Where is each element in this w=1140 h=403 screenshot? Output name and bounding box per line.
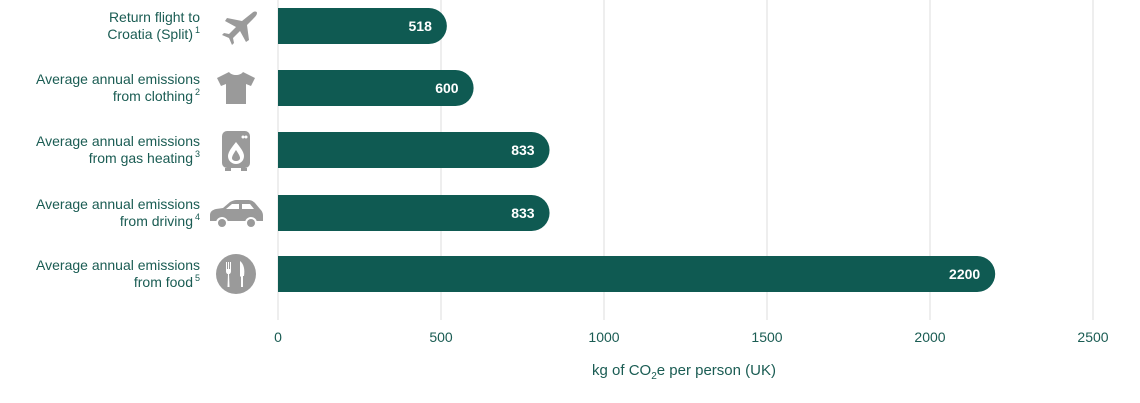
gas-boiler-icon [222,131,250,171]
category-label: Average annual emissions from food [36,257,200,290]
bar [278,8,447,44]
bars: 518 600 833 833 2200 [278,8,996,292]
footnote-marker: 5 [195,273,200,283]
category-icons [210,11,263,294]
bar [278,195,550,231]
bar-value-label: 2200 [949,266,980,282]
x-axis-title: kg of CO2e per person (UK) [592,362,776,382]
footnote-marker: 2 [195,87,200,97]
footnote-marker: 1 [195,25,200,35]
tshirt-icon [217,72,255,104]
bar [278,256,996,292]
bar-value-label: 833 [511,142,535,158]
x-tick-label: 1500 [751,329,782,345]
x-tick-label: 1000 [588,329,619,345]
footnote-marker: 3 [195,149,200,159]
airplane-icon [222,11,257,45]
bar-value-label: 600 [435,80,459,96]
category-label: Average annual emissions from gas heating [36,133,200,166]
x-tick-label: 500 [429,329,453,345]
category-label: Return flight to Croatia (Split) [107,9,200,42]
category-label: Average annual emissions from driving [36,196,200,229]
x-tick-label: 0 [274,329,282,345]
x-tick-label: 2000 [914,329,945,345]
bar-value-label: 833 [511,205,535,221]
category-label: Average annual emissions from clothing [36,71,200,104]
x-tick-label: 2500 [1077,329,1108,345]
footnote-marker: 4 [195,212,200,222]
bar [278,70,474,106]
x-axis-ticks: 0 500 1000 1500 2000 2500 [274,329,1109,345]
fork-knife-icon [216,254,256,294]
car-icon [210,200,263,229]
category-labels: Return flight to Croatia (Split) 1 Average … [36,9,200,290]
bar-value-label: 518 [409,18,433,34]
bar [278,132,550,168]
